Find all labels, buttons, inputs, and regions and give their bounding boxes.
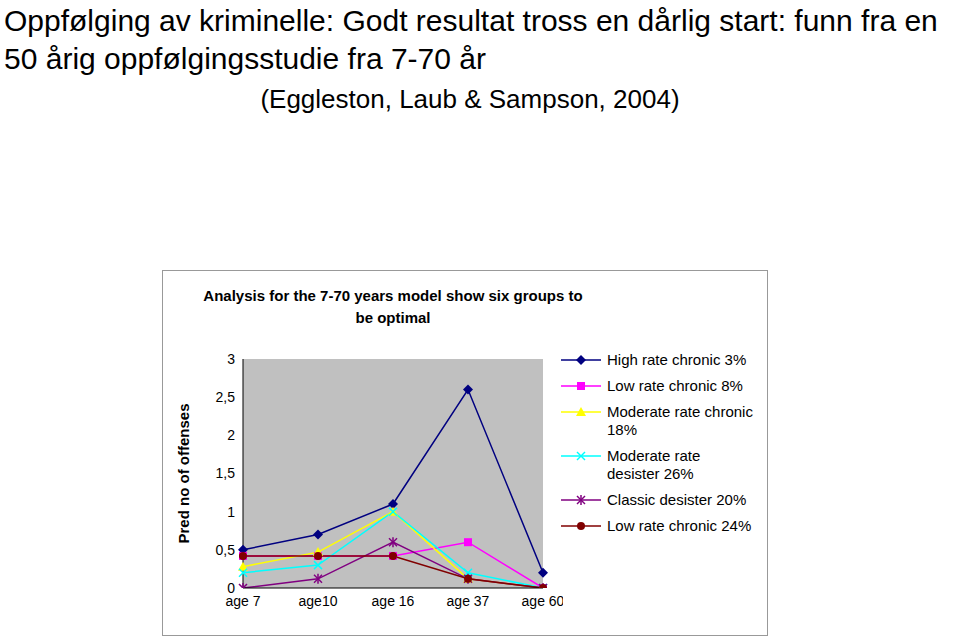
html-text:Classic desister 20%: Classic desister 20% bbox=[607, 491, 747, 508]
svg-text:age 37: age 37 bbox=[447, 593, 490, 609]
svg-text:age 7: age 7 bbox=[225, 592, 261, 609]
svg-text:3: 3 bbox=[227, 351, 235, 367]
svg-text:age 16: age 16 bbox=[372, 593, 415, 609]
svg-text:0: 0 bbox=[227, 580, 235, 596]
html-text:(Eggleston, Laub & Sampson, 20: (Eggleston, Laub & Sampson, 2004) bbox=[260, 84, 680, 114]
html-text:Low rate chronic 24%: Low rate chronic 24% bbox=[607, 517, 752, 534]
html-text:Low rate chronic 8%: Low rate chronic 8% bbox=[607, 377, 743, 394]
html-text:High rate chronic 3%: High rate chronic 3% bbox=[607, 351, 747, 368]
html-text:Analysis for the 7-70 years mo: Analysis for the 7-70 years model show s… bbox=[203, 287, 583, 326]
html-text:Moderate rate chronic 18%: Moderate rate chronic 18% bbox=[607, 403, 753, 438]
svg-text:2: 2 bbox=[227, 427, 235, 443]
svg-text:0,5: 0,5 bbox=[216, 542, 236, 558]
svg-text:1: 1 bbox=[227, 504, 235, 520]
svg-text:Pred no of offenses: Pred no of offenses bbox=[175, 403, 192, 543]
html-text:Moderate rate desister 26%: Moderate rate desister 26% bbox=[607, 447, 701, 482]
svg-text:2,5: 2,5 bbox=[216, 389, 236, 405]
html-text:Oppfølging av kriminelle: Godt: Oppfølging av kriminelle: Godt resultat … bbox=[4, 4, 938, 75]
svg-text:1,5: 1,5 bbox=[216, 465, 236, 481]
svg-text:age10: age10 bbox=[299, 593, 338, 609]
svg-text:age 60: age 60 bbox=[522, 593, 563, 609]
